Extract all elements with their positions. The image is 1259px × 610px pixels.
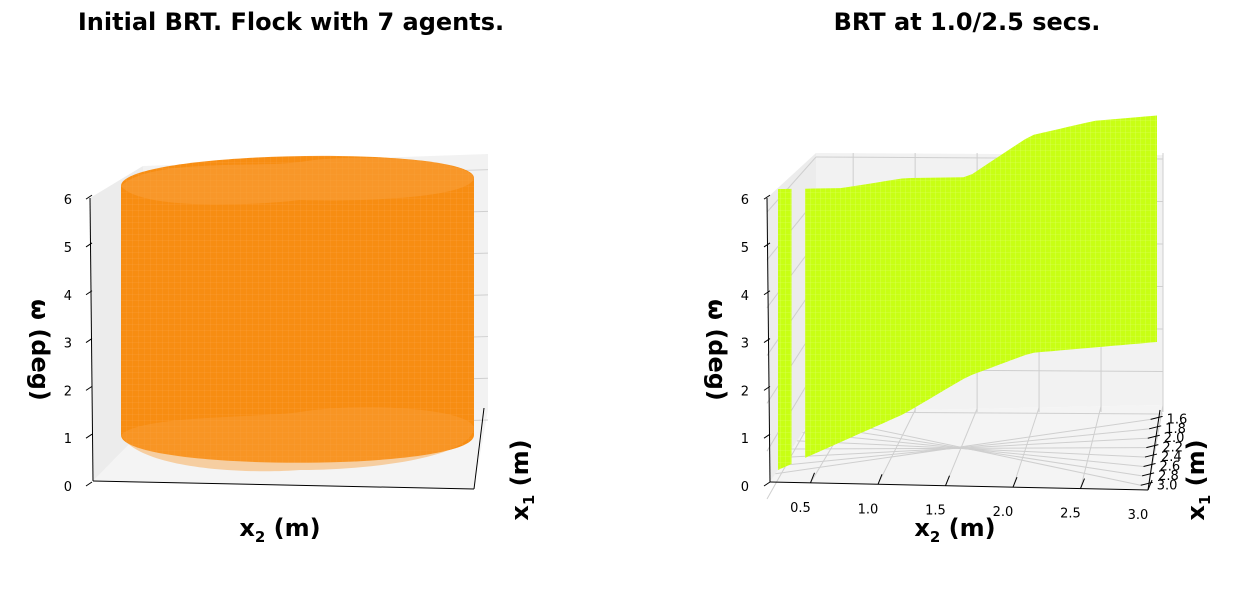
y-axis-label: x1 (m)	[1182, 439, 1214, 520]
z-tick-label: 5	[64, 241, 72, 256]
z-tick	[85, 338, 93, 343]
x-tick	[877, 474, 883, 485]
y-axis-line	[473, 407, 485, 490]
cylinder-body	[121, 155, 474, 463]
y-tick-label: 2.4	[1161, 450, 1182, 465]
z-axis-label: ω (deg)	[26, 299, 54, 401]
z-tick-labels: 0 1 2 3 4 5 6	[741, 193, 771, 495]
z-tick	[763, 242, 771, 248]
y-tick-label: 1.6	[1167, 412, 1188, 427]
z-tick-label: 3	[64, 337, 72, 352]
y-tick-labels: 1.61.82.02.22.42.62.83.0	[1140, 412, 1188, 493]
z-tick-labels: 0 1 2 3 4 5 6	[64, 193, 93, 495]
z-tick	[85, 290, 93, 296]
panel-initial-brt: Initial BRT. Flock with 7 agents. 0 1 2 3 4 5…	[26, 8, 538, 546]
y-axis-line	[1147, 409, 1161, 491]
x-tick-labels: 0.5 1.0 1.5 2.0 2.5 3.0	[790, 472, 1153, 523]
brt-surface-initial	[121, 155, 474, 472]
z-tick-label: 6	[64, 193, 72, 208]
panel-brt-1s: BRT at 1.0/2.5 secs. 0 1 2 3 4 5 6 0.5 1.0 1.5 2.…	[703, 8, 1214, 546]
surface-strip-left	[778, 188, 792, 470]
z-tick	[85, 194, 93, 200]
z-tick-label: 1	[741, 432, 749, 447]
chart-title: Initial BRT. Flock with 7 agents.	[78, 8, 504, 36]
brt-surface-1s	[778, 115, 1157, 470]
z-tick-label: 3	[741, 337, 749, 352]
y-gridline	[775, 418, 1151, 475]
z-axis-line	[89, 197, 94, 482]
z-gridline-side	[766, 156, 817, 213]
y-tick-label: 2.8	[1158, 469, 1179, 484]
z-tick	[763, 194, 771, 200]
z-tick-label: 2	[64, 384, 72, 399]
z-tick-label: 0	[64, 480, 72, 495]
z-tick	[85, 481, 93, 487]
x-tick-label: 1.5	[925, 504, 946, 519]
y-axis-label: x1 (m)	[506, 439, 538, 520]
x-tick	[1147, 479, 1153, 491]
surface-strip-main	[805, 115, 1157, 458]
y-tick	[1150, 415, 1163, 420]
cylinder-bottom	[121, 407, 474, 472]
y-tick	[1140, 481, 1153, 486]
y-tick-label: 2.0	[1164, 431, 1185, 446]
z-tick-label: 2	[741, 384, 749, 399]
z-tick	[763, 481, 771, 487]
z-tick	[763, 385, 771, 391]
x-gridline	[877, 409, 916, 485]
z-tick-label: 1	[64, 432, 72, 447]
z-tick	[85, 385, 93, 391]
x-tick-label: 0.5	[790, 501, 811, 516]
x-tick-label: 3.0	[1128, 508, 1149, 523]
x-tick-label: 2.0	[993, 505, 1014, 520]
z-tick-label: 5	[741, 241, 749, 256]
y-tick-label: 3.0	[1157, 478, 1178, 493]
z-tick	[85, 242, 93, 248]
z-tick-label: 6	[741, 193, 749, 208]
x-axis-label: x2 (m)	[239, 514, 320, 546]
z-tick	[763, 338, 771, 343]
y-tick	[1141, 472, 1155, 477]
z-tick-label: 4	[64, 289, 72, 304]
z-tick-label: 0	[741, 480, 749, 495]
y-gridline	[786, 437, 1148, 458]
z-tick	[85, 433, 93, 439]
y-tick	[1149, 425, 1162, 430]
z-tick	[763, 290, 771, 296]
z-tick-label: 4	[741, 289, 749, 304]
z-axis-label: ω (deg)	[703, 299, 731, 401]
y-tick-label: 1.8	[1165, 422, 1186, 437]
y-tick-label: 2.2	[1162, 441, 1183, 456]
y-tick	[1146, 444, 1159, 449]
x-tick	[810, 472, 815, 484]
x-tick-label: 1.0	[858, 502, 879, 517]
x-tick-label: 2.5	[1060, 507, 1081, 522]
z-tick	[763, 433, 771, 439]
y-gridline	[780, 428, 1150, 467]
x-gridline	[1012, 407, 1040, 488]
x-tick	[1012, 476, 1018, 488]
chart-title: BRT at 1.0/2.5 secs.	[834, 8, 1101, 36]
y-tick	[1144, 453, 1158, 458]
y-tick	[1143, 462, 1156, 467]
x-tick	[1080, 478, 1085, 489]
y-tick	[1147, 434, 1160, 439]
cylinder-top	[121, 157, 474, 205]
x-axis-line	[92, 480, 475, 490]
x-tick	[945, 475, 950, 486]
x-axis-line	[769, 481, 1149, 491]
x-axis-label: x2 (m)	[914, 514, 995, 546]
y-tick-label: 2.6	[1160, 459, 1181, 474]
